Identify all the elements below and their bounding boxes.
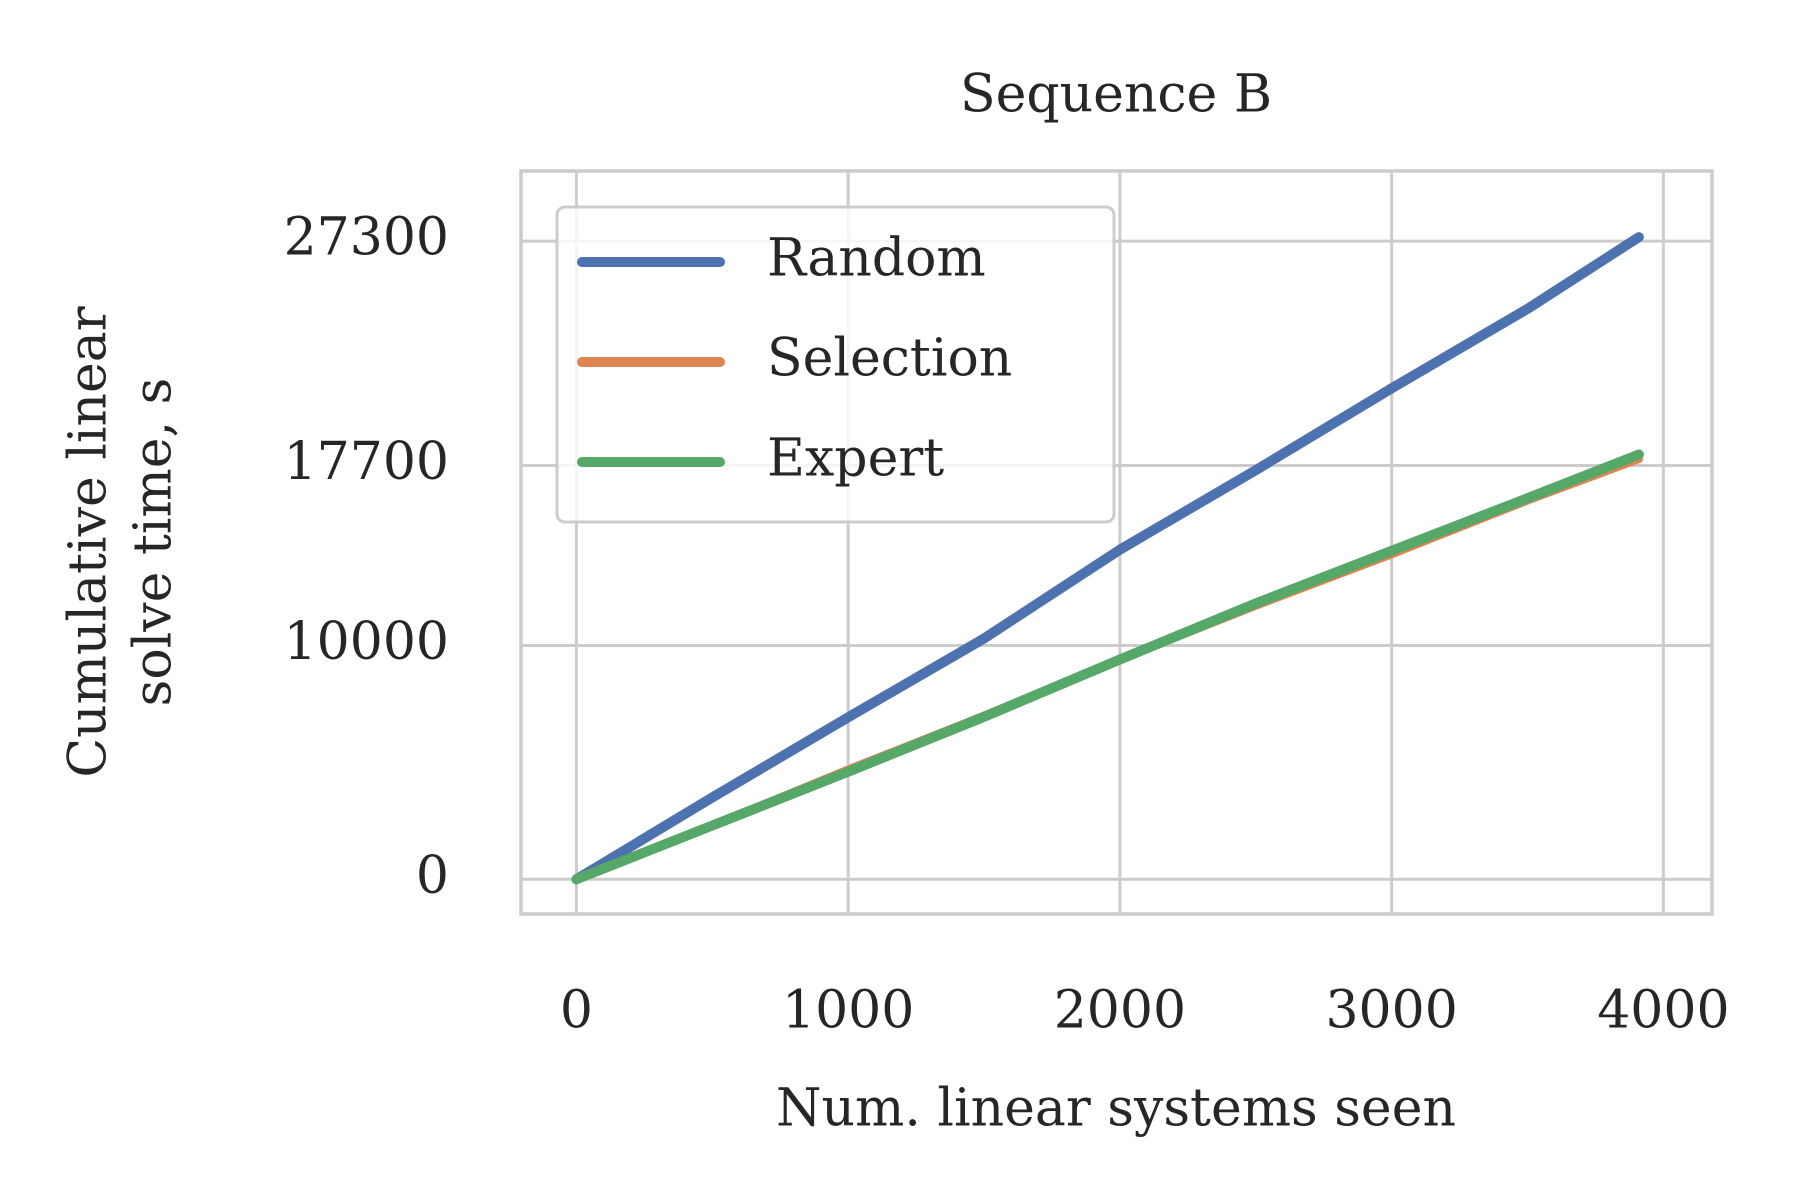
legend-label: Selection xyxy=(767,329,1012,389)
series-line xyxy=(571,449,1644,885)
x-tick-label: 0 xyxy=(560,981,593,1041)
x-tick-label: 4000 xyxy=(1597,981,1729,1041)
x-tick-label: 2000 xyxy=(1054,981,1186,1041)
y-tick-label: 27300 xyxy=(284,208,449,268)
chart-title: Sequence B xyxy=(960,65,1272,125)
x-tick-label: 3000 xyxy=(1325,981,1457,1041)
legend-label: Expert xyxy=(767,429,944,489)
y-axis-label: solve time, s xyxy=(124,378,184,707)
y-tick-label: 0 xyxy=(416,846,449,906)
x-tick-label: 1000 xyxy=(782,981,914,1041)
legend-label: Random xyxy=(767,229,986,289)
x-axis-label: Num. linear systems seen xyxy=(776,1079,1456,1139)
y-tick-label: 10000 xyxy=(284,612,449,672)
series-line xyxy=(571,232,1644,885)
y-tick-label: 17700 xyxy=(284,432,449,492)
legend-box xyxy=(555,205,1116,524)
y-axis-label: Cumulative linear xyxy=(59,306,119,777)
plot-frame xyxy=(519,169,1714,916)
